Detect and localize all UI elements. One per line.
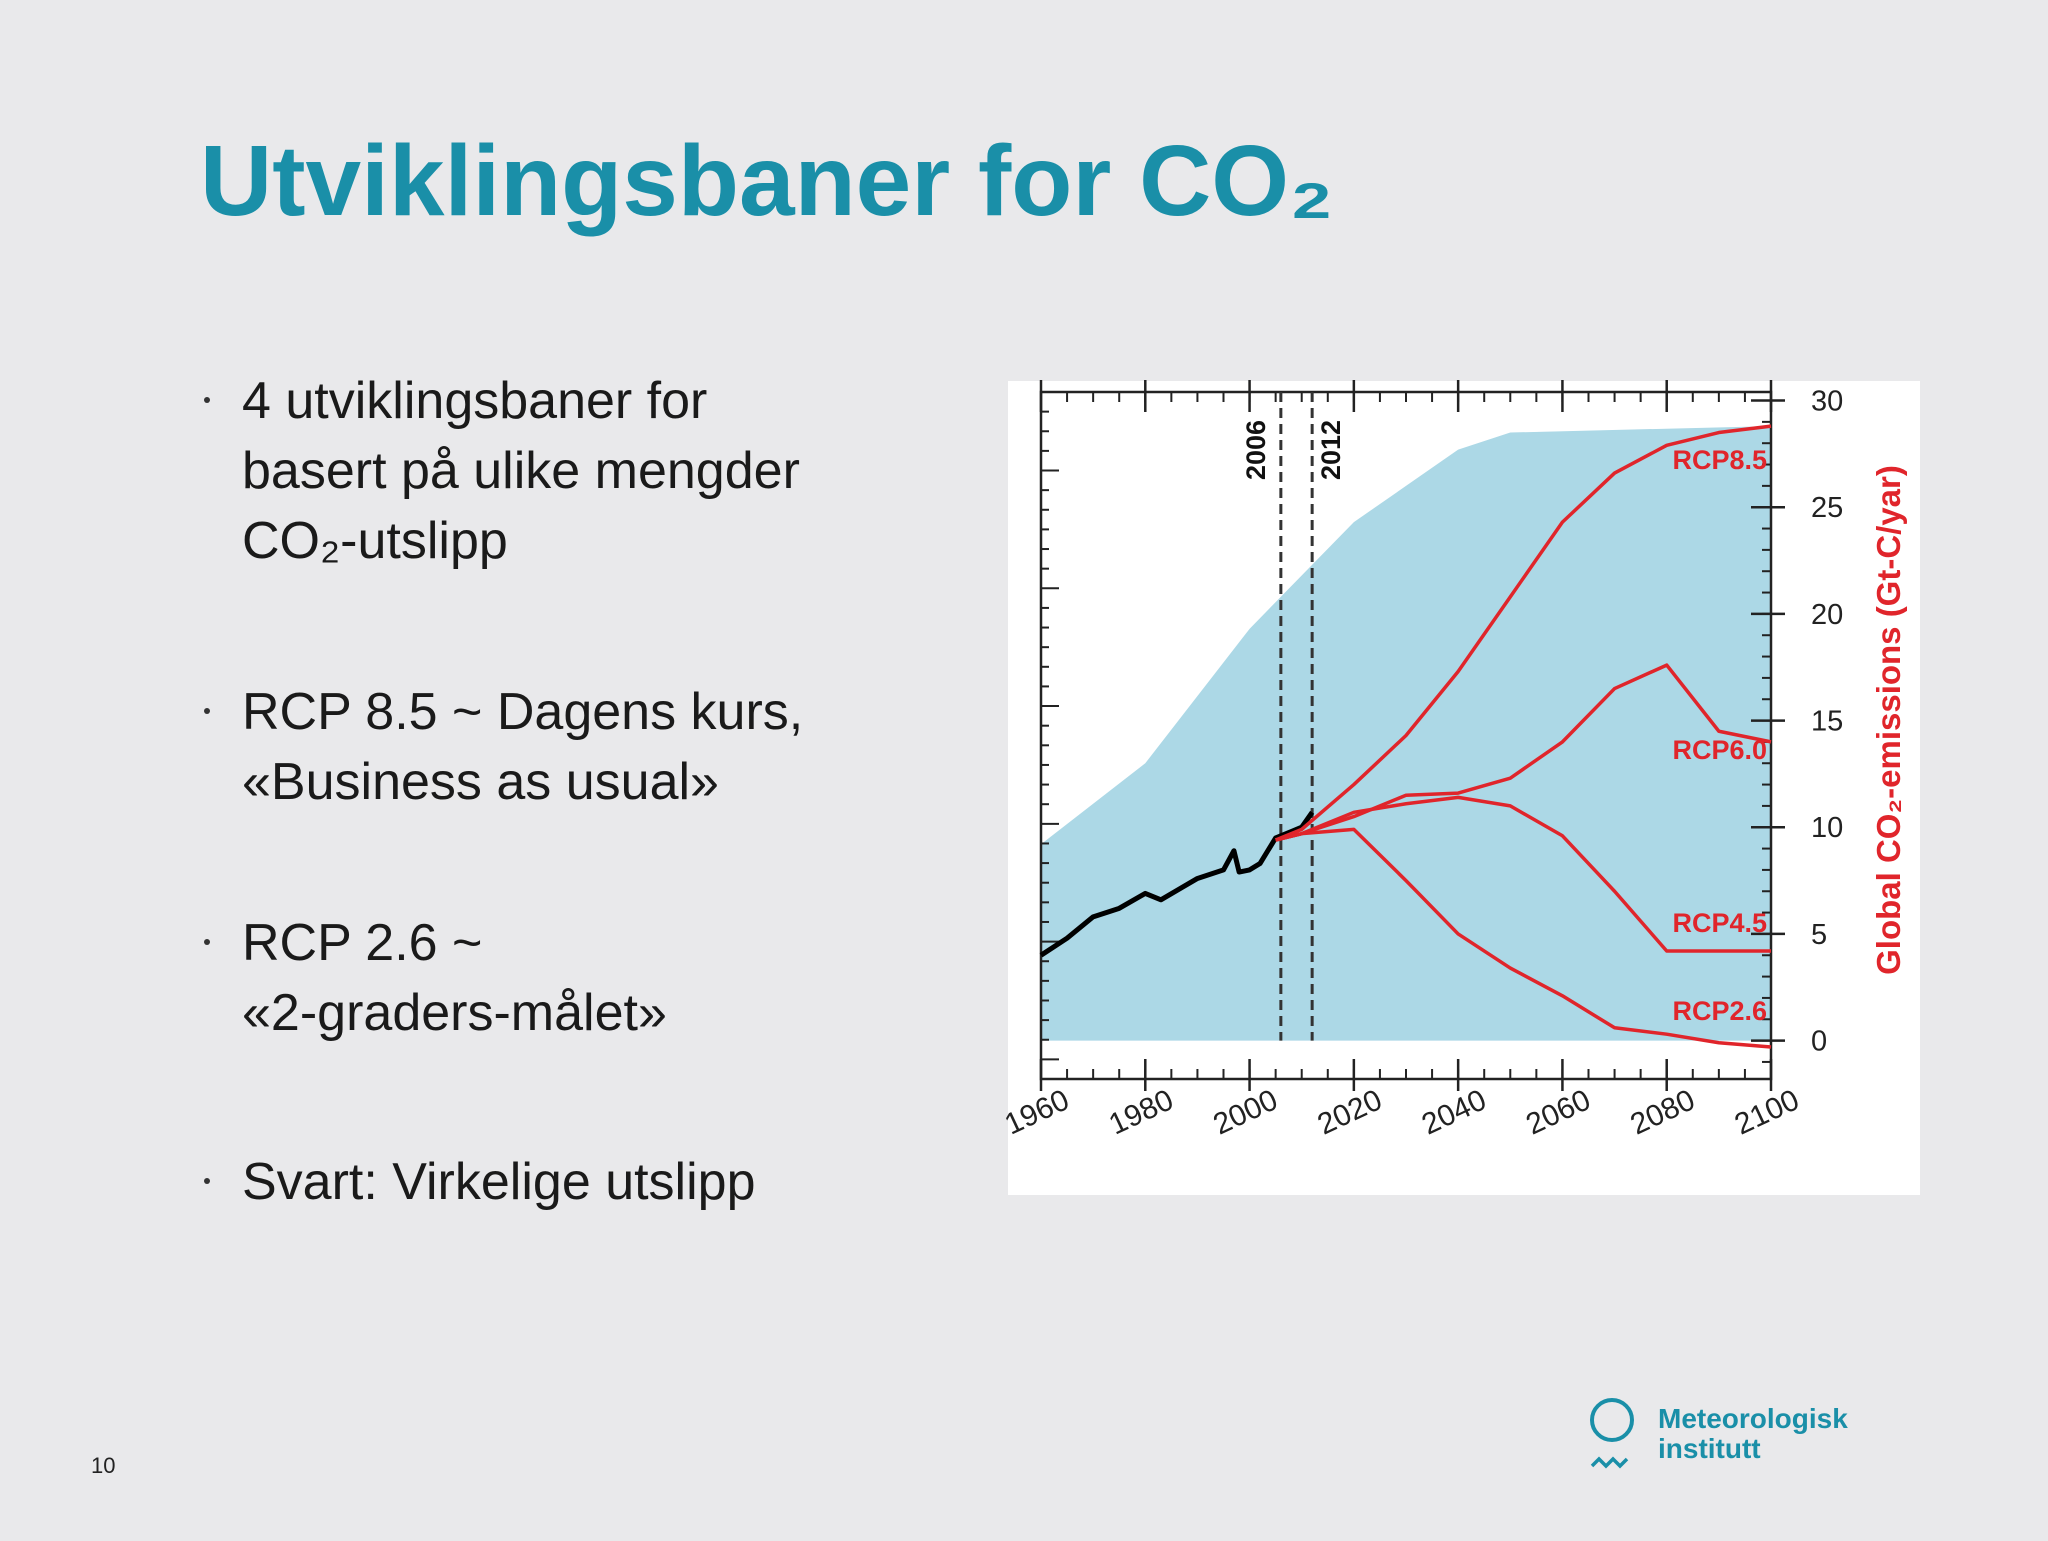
logo-text: Meteorologisk (1658, 1403, 1848, 1434)
reference-label: 2012 (1316, 420, 1346, 480)
series-line (1275, 795, 1771, 953)
logo-circle (1590, 1398, 1634, 1442)
reference-label: 2006 (1241, 420, 1271, 480)
series-line (1039, 810, 1315, 958)
bullet-text: basert på ulike mengder (242, 442, 800, 500)
y-tick-label: 25 (1811, 492, 1843, 524)
series-label: RCP6.0 (1672, 735, 1767, 765)
bullet-text: «Business as usual» (242, 753, 719, 811)
bullet-dot (204, 708, 210, 714)
bullet-text: CO₂-utslipp (242, 512, 508, 570)
series-line (1275, 827, 1772, 1049)
page-number: 10 (91, 1453, 115, 1478)
y-tick-label: 0 (1811, 1026, 1827, 1058)
logo-text: institutt (1658, 1433, 1761, 1464)
bullet-text: 4 utviklingsbaner for (242, 372, 707, 430)
logo-wave (1590, 1456, 1629, 1469)
series-label: RCP8.5 (1672, 445, 1767, 475)
bullet-text: RCP 8.5 ~ Dagens kurs, (242, 683, 803, 741)
series-line (1275, 663, 1772, 842)
series-label: RCP2.6 (1672, 996, 1767, 1026)
y-tick-label: 30 (1811, 386, 1843, 418)
y-axis-label: Global CO₂-emissions (Gt-C/yar) (1870, 465, 1907, 975)
series-label: RCP4.5 (1672, 908, 1767, 938)
bullet-text: Svart: Virkelige utslipp (242, 1153, 756, 1211)
y-tick-label: 15 (1811, 706, 1843, 738)
bullet-text: RCP 2.6 ~ (242, 914, 482, 972)
bullet-text: «2-graders-målet» (242, 984, 667, 1042)
bullet-dot (204, 1178, 210, 1184)
y-tick-label: 5 (1811, 919, 1827, 951)
series-line (1274, 424, 1772, 842)
bullet-dot (204, 397, 210, 403)
y-tick-label: 20 (1811, 599, 1843, 631)
slide-title: Utviklingsbaner for CO₂ (200, 125, 1334, 237)
y-tick-label: 10 (1811, 812, 1843, 844)
bullet-dot (204, 939, 210, 945)
